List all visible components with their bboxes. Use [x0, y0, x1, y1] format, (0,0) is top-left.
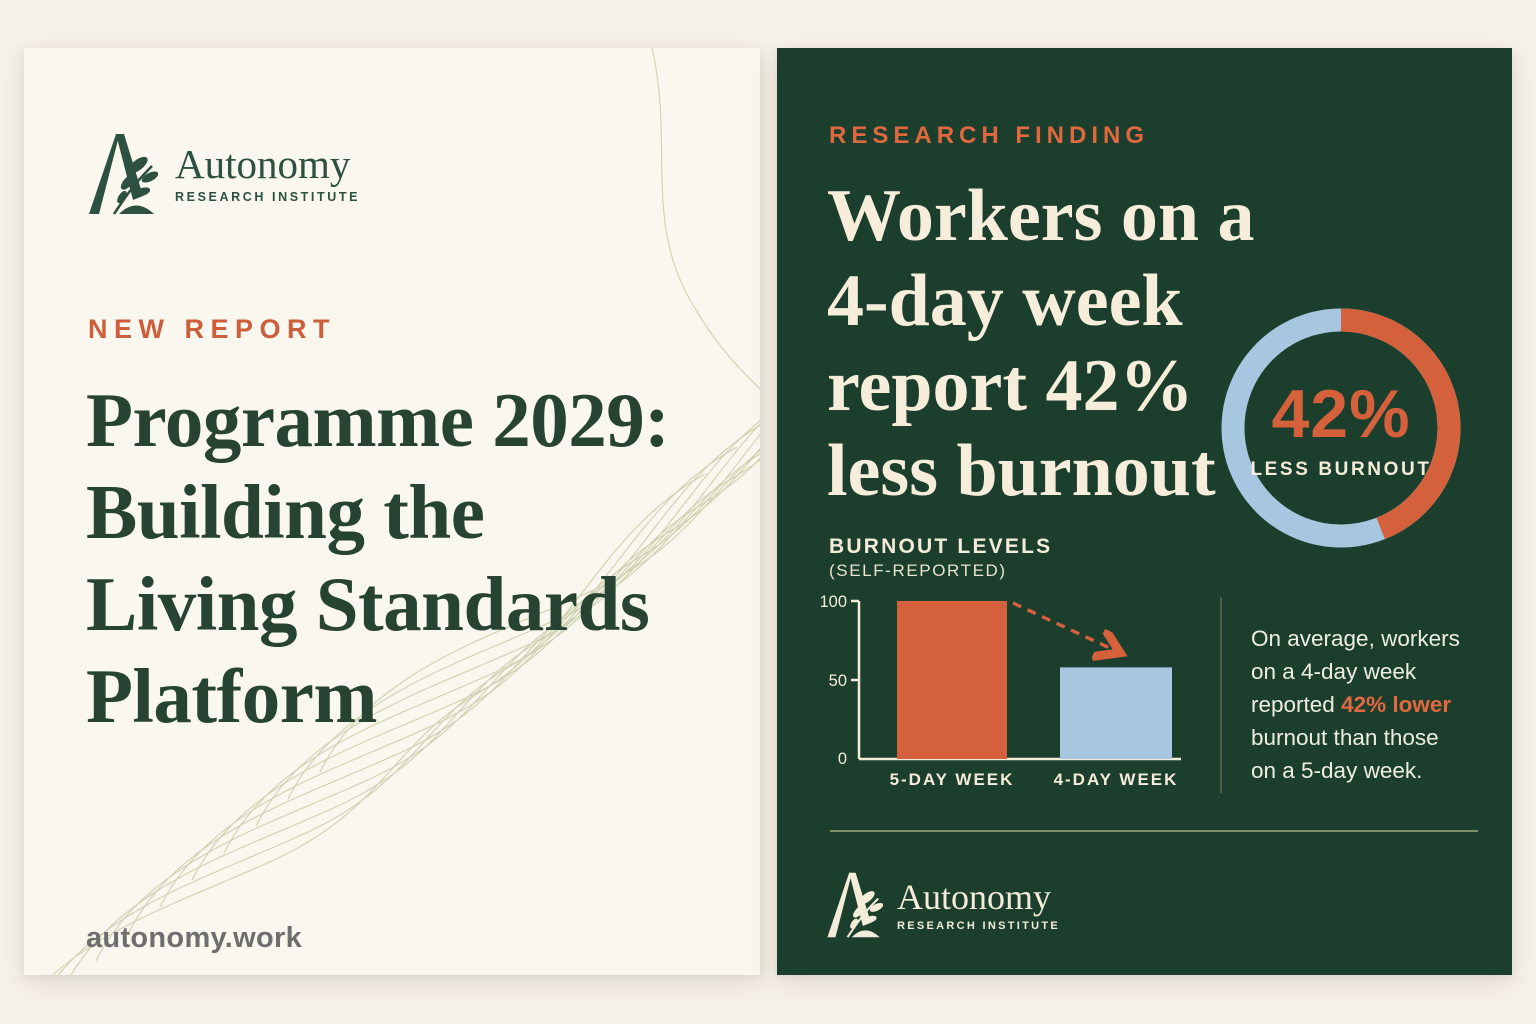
y-tick-label: 50 [829, 672, 847, 690]
logo-subtitle: RESEARCH INSTITUTE [175, 190, 361, 204]
report-cover-card: Autonomy RESEARCH INSTITUTE NEW REPORT P… [24, 48, 760, 975]
title-line: Living Standards [86, 561, 650, 647]
headline-line: less burnout [827, 430, 1216, 512]
section-divider-vertical [1220, 597, 1222, 793]
callout-pre: On average, workers on a 4-day week repo… [1251, 626, 1460, 717]
y-tick-label: 100 [821, 593, 847, 611]
headline-line: Workers on a [827, 175, 1255, 257]
finding-headline: Workers on a 4-day week report 42% less … [827, 174, 1307, 514]
section-divider-horizontal [830, 830, 1478, 832]
title-line: Building the [86, 469, 485, 555]
category-label: 5-DAY WEEK [890, 770, 1015, 789]
burnout-bar-chart: 100 50 0 5-DAY WEEK 4-DAY WEEK [821, 593, 1181, 789]
decrease-arrow [1012, 601, 1117, 651]
bar-4day-week [1060, 667, 1172, 759]
report-title: Programme 2029: Building the Living Stan… [86, 374, 746, 742]
category-label: 4-DAY WEEK [1054, 770, 1179, 789]
bar-5day-week [897, 601, 1007, 759]
donut-value: 42% [1271, 376, 1411, 452]
callout-highlight: 42% lower [1341, 692, 1452, 717]
title-line: Programme 2029: [86, 377, 670, 463]
logo-subtitle: RESEARCH INSTITUTE [897, 919, 1061, 932]
title-line: Platform [86, 653, 378, 739]
logo-name: Autonomy [897, 876, 1052, 917]
donut-caption: LESS BURNOUT [1250, 459, 1432, 480]
autonomy-logo: Autonomy RESEARCH INSTITUTE [825, 870, 1060, 940]
callout-text: On average, workers on a 4-day week repo… [1251, 622, 1465, 787]
logo-name: Autonomy [175, 141, 351, 187]
research-finding-eyebrow: RESEARCH FINDING [829, 122, 1150, 149]
new-report-eyebrow: NEW REPORT [88, 314, 337, 344]
callout-post: burnout than those on a 5-day week. [1251, 725, 1439, 783]
donut-ring [1221, 308, 1461, 548]
autonomy-logo: Autonomy RESEARCH INSTITUTE [86, 132, 360, 216]
chart-heading: BURNOUT LEVELS [829, 535, 1053, 558]
leaf-monogram-icon [87, 132, 158, 216]
leaf-monogram-icon [826, 871, 883, 939]
website-url: autonomy.work [86, 922, 303, 954]
chart-subheading: (SELF-REPORTED) [829, 561, 1007, 580]
y-tick-label: 0 [838, 750, 847, 768]
burnout-donut-chart: 42% LESS BURNOUT [1216, 303, 1466, 553]
headline-line: 4-day week [827, 260, 1183, 342]
headline-line: report 42% [827, 345, 1194, 427]
research-finding-card: RESEARCH FINDING Workers on a 4-day week… [777, 48, 1512, 975]
